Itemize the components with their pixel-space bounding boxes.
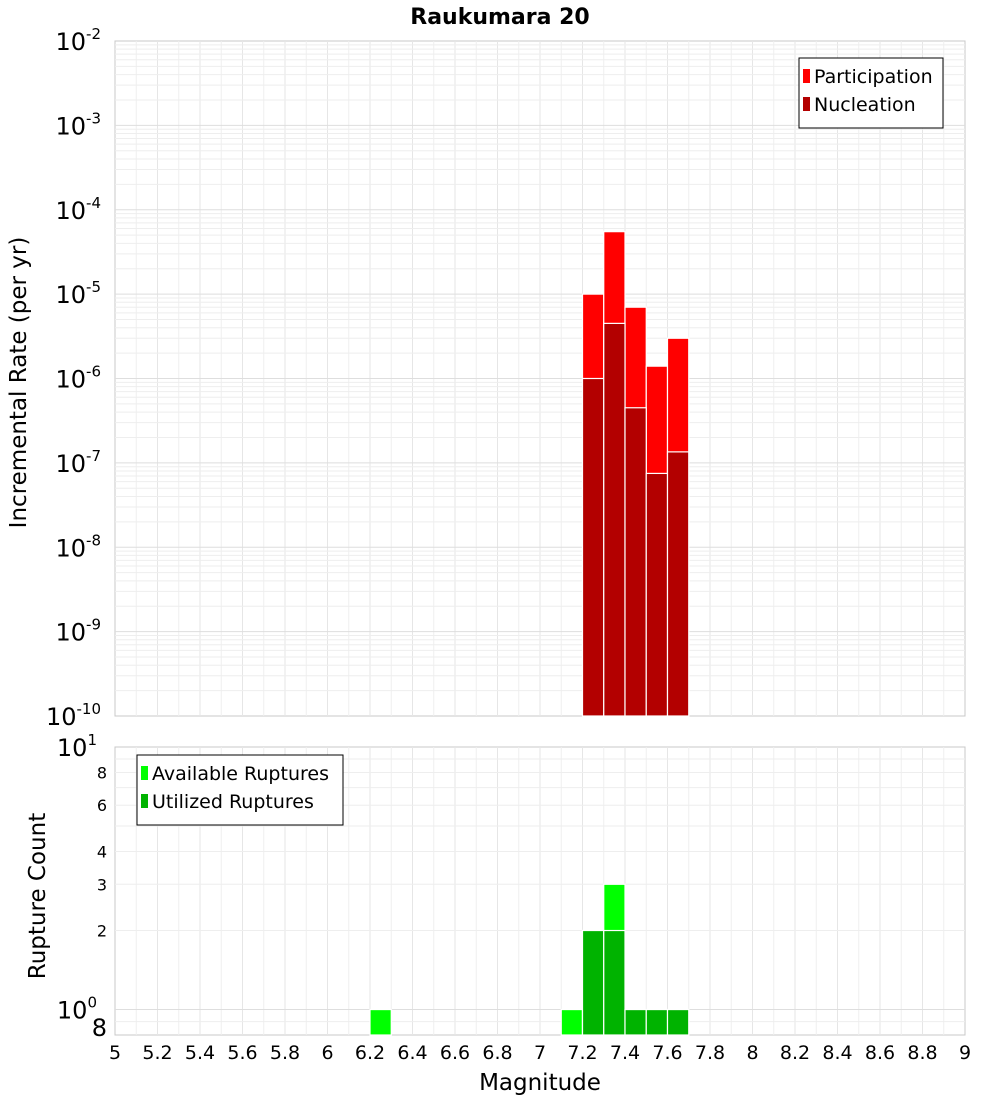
bar-nucleation xyxy=(581,377,605,717)
x-tick-label: 5.4 xyxy=(185,1042,215,1064)
bar-available-ruptures xyxy=(560,1008,584,1036)
x-tick-label: 6 xyxy=(321,1042,333,1064)
x-tick-label: 7.4 xyxy=(610,1042,640,1064)
y-tick-label: 10-8 xyxy=(55,531,101,562)
x-tick-label: 5.8 xyxy=(270,1042,300,1064)
bar-available-ruptures xyxy=(369,1008,392,1036)
bottom-bars xyxy=(369,883,690,1036)
x-tick-label: 5.6 xyxy=(227,1042,257,1064)
x-tick-label: 6.4 xyxy=(397,1042,427,1064)
x-tick-label: 8 xyxy=(746,1042,758,1064)
x-tick-label: 7 xyxy=(534,1042,546,1064)
x-axis-label: Magnitude xyxy=(479,1070,601,1096)
legend-label: Utilized Ruptures xyxy=(152,791,314,813)
legend-label: Participation xyxy=(814,66,933,88)
x-tick-label: 6.6 xyxy=(440,1042,470,1064)
x-tick-label: 6.2 xyxy=(355,1042,385,1064)
top-panel: 10-10 10-9 10-8 10-7 10-6 10-5 10-4 10-3 10-2 In… xyxy=(6,25,966,731)
top-legend: Participation Nucleation xyxy=(798,57,944,129)
x-tick-label: 8.2 xyxy=(780,1042,810,1064)
legend-label: Nucleation xyxy=(814,94,916,116)
y-tick-label: 10-10 xyxy=(46,700,101,731)
y-tick-label: 8 xyxy=(97,763,107,782)
x-tick-label: 7.6 xyxy=(652,1042,682,1064)
x-tick-label: 9 xyxy=(959,1042,971,1064)
y-tick-label: 10-4 xyxy=(55,194,101,225)
y-tick-label: 100 xyxy=(57,994,97,1025)
y-tick-label: 10-3 xyxy=(55,109,101,140)
y-tick-label: 10-9 xyxy=(55,616,101,647)
y-tick-label: 8 xyxy=(92,1014,107,1042)
top-grid xyxy=(115,41,965,716)
legend-box xyxy=(136,754,344,826)
y-tick-label: 4 xyxy=(97,842,107,861)
bar-utilized-ruptures xyxy=(645,1008,669,1036)
bottom-grid xyxy=(115,747,965,1035)
top-y-ticks: 10-10 10-9 10-8 10-7 10-6 10-5 10-4 10-3 10-2 xyxy=(46,25,101,731)
x-tick-label: 8.6 xyxy=(865,1042,895,1064)
legend-swatch xyxy=(141,766,148,780)
legend-swatch xyxy=(141,794,148,808)
bar-utilized-ruptures xyxy=(603,929,626,1036)
legend-swatch xyxy=(803,69,810,83)
x-tick-label: 7.2 xyxy=(567,1042,597,1064)
bar-nucleation xyxy=(603,322,626,717)
bar-utilized-ruptures xyxy=(581,929,605,1036)
x-tick-label: 8.8 xyxy=(907,1042,937,1064)
y-tick-label: 101 xyxy=(57,731,97,762)
y-tick-label: 6 xyxy=(97,796,107,815)
legend-label: Available Ruptures xyxy=(152,763,329,785)
bar-nucleation xyxy=(666,451,690,717)
chart-title: Raukumara 20 xyxy=(410,5,589,30)
y-tick-label: 10-2 xyxy=(55,25,101,56)
x-tick-label: 8.4 xyxy=(822,1042,852,1064)
x-tick-label: 5.2 xyxy=(142,1042,172,1064)
y-tick-label: 10-7 xyxy=(55,447,101,478)
y-tick-label: 2 xyxy=(97,922,107,941)
bar-utilized-ruptures xyxy=(666,1008,690,1036)
bottom-legend: Available Ruptures Utilized Ruptures xyxy=(136,754,344,826)
top-y-axis-label: Incremental Rate (per yr) xyxy=(6,237,32,529)
x-tick-label: 5 xyxy=(109,1042,121,1064)
legend-swatch xyxy=(803,97,810,111)
legend-box xyxy=(798,57,944,129)
x-tick-label: 6.8 xyxy=(482,1042,512,1064)
x-ticks: 5 5.2 5.4 5.6 5.8 6 6.2 6.4 6.6 6.8 7 7.2 7.4 7.6 7.8 8… xyxy=(109,1042,971,1064)
top-bars xyxy=(581,231,690,717)
x-tick-label: 7.8 xyxy=(695,1042,725,1064)
bottom-y-axis-label: Rupture Count xyxy=(25,813,51,979)
y-tick-label: 10-6 xyxy=(55,363,101,394)
bar-nucleation xyxy=(624,407,647,717)
bar-nucleation xyxy=(645,472,669,717)
bar-utilized-ruptures xyxy=(624,1008,647,1036)
y-tick-label: 10-5 xyxy=(55,278,101,309)
y-tick-label: 3 xyxy=(97,875,107,894)
